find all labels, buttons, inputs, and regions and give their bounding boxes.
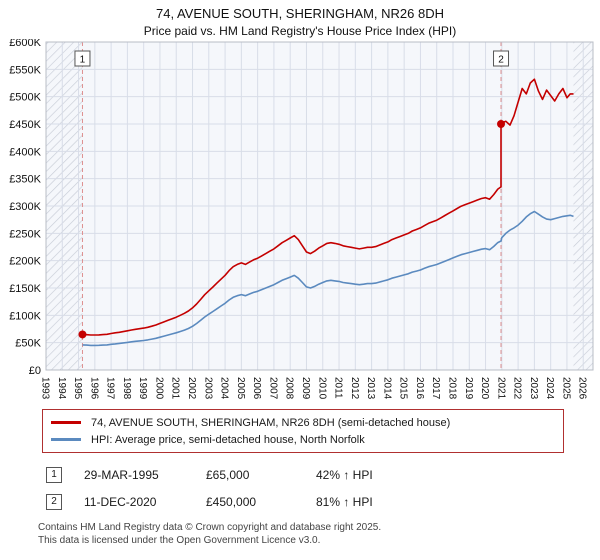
svg-text:2025: 2025: [560, 377, 571, 400]
svg-text:2024: 2024: [544, 377, 555, 400]
hpi-series-swatch: [51, 438, 81, 441]
transaction-list: 1 29-MAR-1995 £65,000 42% ↑ HPI 2 11-DEC…: [46, 467, 600, 510]
page-title: 74, AVENUE SOUTH, SHERINGHAM, NR26 8DH: [156, 6, 444, 21]
svg-text:1997: 1997: [105, 377, 116, 400]
svg-text:2014: 2014: [381, 377, 392, 400]
svg-text:2001: 2001: [170, 377, 181, 400]
svg-text:2010: 2010: [316, 377, 327, 400]
transaction-price: £65,000: [206, 468, 250, 482]
svg-text:£200K: £200K: [9, 256, 41, 268]
svg-text:2020: 2020: [479, 377, 490, 400]
svg-text:1999: 1999: [137, 377, 148, 400]
svg-text:2009: 2009: [300, 377, 311, 400]
svg-text:£450K: £450K: [9, 119, 41, 131]
svg-text:2026: 2026: [577, 377, 588, 400]
transaction-row: 2 11-DEC-2020 £450,000 81% ↑ HPI: [46, 494, 600, 510]
house-price-report: 74, AVENUE SOUTH, SHERINGHAM, NR26 8DH P…: [0, 0, 600, 547]
svg-text:2017: 2017: [430, 377, 441, 400]
svg-text:2003: 2003: [202, 377, 213, 400]
svg-text:2011: 2011: [333, 377, 344, 399]
transaction-date: 11-DEC-2020: [84, 495, 157, 509]
property-series-swatch: [51, 421, 81, 424]
svg-text:1996: 1996: [88, 377, 99, 400]
chart-layers: 1 2 £0 £50K £100K £150K £200K £250K £300K £350K £4…: [9, 39, 594, 400]
svg-text:£150K: £150K: [9, 283, 41, 295]
svg-text:2002: 2002: [186, 377, 197, 400]
svg-text:£400K: £400K: [9, 146, 41, 158]
svg-text:£250K: £250K: [9, 228, 41, 240]
svg-text:2022: 2022: [512, 377, 523, 400]
licence-line: This data is licensed under the Open Gov…: [38, 535, 321, 546]
chart-header: 74, AVENUE SOUTH, SHERINGHAM, NR26 8DH P…: [0, 0, 600, 38]
svg-text:£500K: £500K: [9, 92, 41, 104]
price-history-chart: 1 2 £0 £50K £100K £150K £200K £250K £300K £350K £4…: [9, 39, 594, 400]
transaction-price: £450,000: [206, 495, 257, 509]
svg-text:£50K: £50K: [15, 338, 41, 350]
svg-text:1993: 1993: [40, 377, 51, 400]
svg-text:2007: 2007: [267, 377, 278, 400]
transaction-row: 1 29-MAR-1995 £65,000 42% ↑ HPI: [46, 467, 600, 483]
page-subtitle: Price paid vs. HM Land Registry's House …: [143, 24, 457, 38]
svg-text:£600K: £600K: [9, 39, 41, 49]
svg-text:£300K: £300K: [9, 201, 41, 213]
transaction-marker-number: 1: [46, 467, 62, 483]
legend-label: HPI: Average price, semi-detached house,…: [91, 433, 365, 446]
svg-text:2016: 2016: [414, 377, 425, 400]
svg-text:1998: 1998: [121, 377, 132, 400]
chart-legend: 74, AVENUE SOUTH, SHERINGHAM, NR26 8DH (…: [42, 409, 564, 453]
transaction-marker-number: 2: [46, 494, 62, 510]
legend-item-property: 74, AVENUE SOUTH, SHERINGHAM, NR26 8DH (…: [51, 414, 555, 431]
svg-text:2005: 2005: [235, 377, 246, 400]
transaction-date: 29-MAR-1995: [84, 468, 159, 482]
svg-text:£0: £0: [29, 365, 41, 377]
svg-text:£100K: £100K: [9, 310, 41, 322]
legend-item-hpi: HPI: Average price, semi-detached house,…: [51, 431, 555, 448]
svg-text:1: 1: [80, 55, 86, 66]
svg-text:£550K: £550K: [9, 64, 41, 76]
transaction-hpi-change: 81% ↑ HPI: [316, 495, 373, 509]
svg-text:2004: 2004: [219, 377, 230, 400]
attribution-footer: Contains HM Land Registry data © Crown c…: [38, 521, 600, 547]
svg-text:2018: 2018: [446, 377, 457, 400]
svg-text:2: 2: [498, 55, 504, 66]
legend-label: 74, AVENUE SOUTH, SHERINGHAM, NR26 8DH (…: [91, 416, 451, 429]
svg-text:2000: 2000: [153, 377, 164, 400]
svg-text:2006: 2006: [251, 377, 262, 400]
svg-text:£350K: £350K: [9, 174, 41, 186]
svg-text:2019: 2019: [463, 377, 474, 400]
svg-text:2021: 2021: [495, 377, 506, 400]
svg-text:2012: 2012: [349, 377, 360, 400]
svg-text:2013: 2013: [365, 377, 376, 400]
transaction-hpi-change: 42% ↑ HPI: [316, 468, 373, 482]
copyright-line: Contains HM Land Registry data © Crown c…: [38, 522, 382, 533]
svg-text:2023: 2023: [528, 377, 539, 400]
svg-text:2015: 2015: [398, 377, 409, 400]
svg-text:2008: 2008: [284, 377, 295, 400]
svg-text:1994: 1994: [56, 377, 67, 400]
svg-text:1995: 1995: [72, 377, 83, 400]
